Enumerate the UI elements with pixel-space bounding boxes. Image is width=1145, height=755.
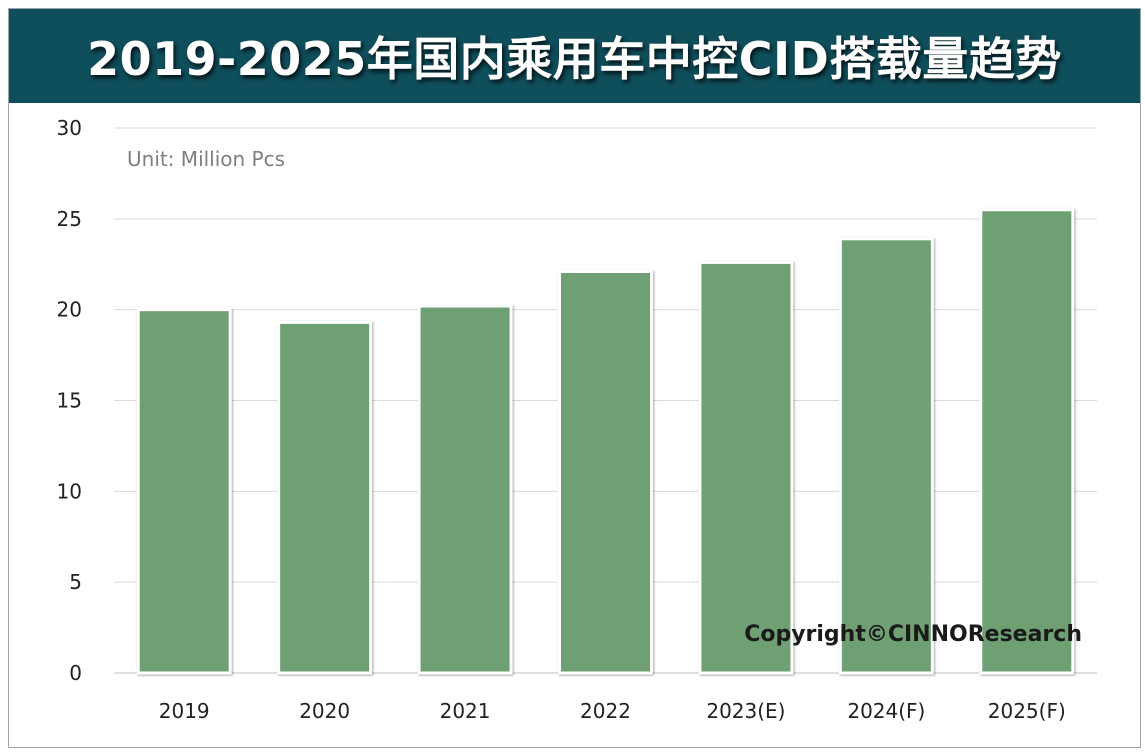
y-tick-label: 15: [57, 389, 82, 413]
y-tick-label: 25: [57, 207, 82, 231]
x-tick-label: 2020: [299, 699, 350, 723]
bar-2024(F): [838, 237, 934, 675]
bar-2019: [136, 308, 232, 675]
chart-title: 2019-2025年国内乘用车中控CID搭载量趋势: [87, 32, 1062, 86]
bar-2025(F): [979, 208, 1075, 675]
x-tick-label: 2025(F): [988, 699, 1066, 723]
bar-2023(E): [698, 260, 794, 675]
x-tick-label: 2022: [580, 699, 631, 723]
y-tick-label: 20: [57, 298, 82, 322]
bar-2021: [417, 304, 513, 675]
bars: [136, 208, 1075, 675]
y-tick-label: 0: [69, 661, 82, 685]
bar-2022: [558, 270, 653, 675]
x-tick-label: 2024(F): [847, 699, 925, 723]
x-tick-label: 2023(E): [706, 699, 785, 723]
y-tick-label: 5: [69, 570, 82, 594]
bar-2020: [277, 320, 373, 675]
y-axis-ticks: 0 5 10 15 20 25 30: [57, 116, 82, 685]
y-tick-label: 10: [57, 479, 82, 503]
x-tick-label: 2021: [440, 699, 491, 723]
title-bar: 2019-2025年国内乘用车中控CID搭载量趋势: [9, 9, 1140, 103]
x-axis-ticks: 2019 2020 2021 2022 2023(E) 2024(F) 2025(F): [159, 699, 1066, 723]
copyright-text: Copyright©CINNOResearch: [744, 622, 1082, 647]
y-tick-label: 30: [57, 116, 82, 140]
x-tick-label: 2019: [159, 699, 210, 723]
unit-label: Unit: Million Pcs: [127, 147, 285, 171]
